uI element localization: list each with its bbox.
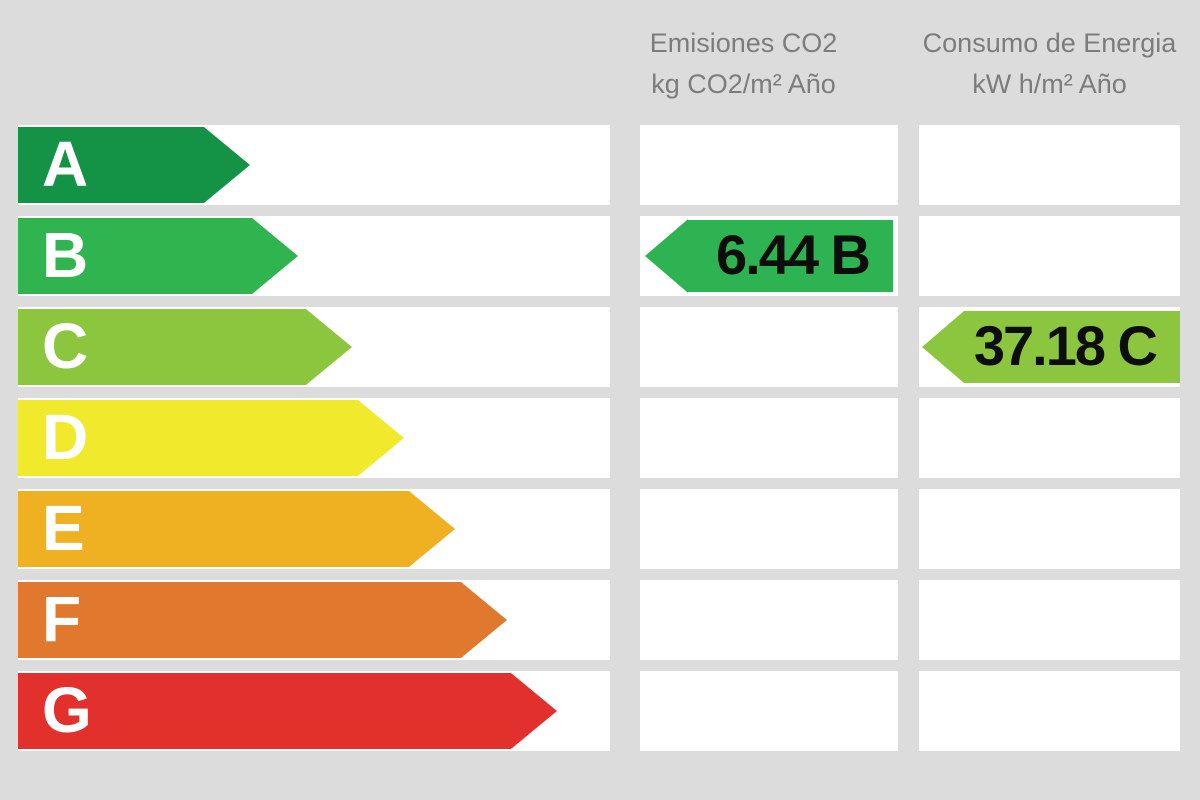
emissions-cell xyxy=(640,489,898,569)
consumption-cell xyxy=(919,489,1180,569)
emissions-cell xyxy=(640,307,898,387)
rating-letter: G xyxy=(42,674,92,746)
rating-row-g: G xyxy=(18,671,1182,751)
rating-row-b: B 6.44 B xyxy=(18,216,1182,296)
emissions-header-line2: kg CO2/m² Año xyxy=(651,69,836,99)
rating-letter: F xyxy=(42,583,82,655)
rating-bar-a: A xyxy=(18,127,250,203)
consumption-cell xyxy=(919,580,1180,660)
consumption-cell xyxy=(919,216,1180,296)
rating-row-a: A xyxy=(18,125,1182,205)
rating-bar-g: G xyxy=(18,673,557,749)
emissions-header-line1: Emisiones CO2 xyxy=(649,28,838,58)
emissions-cell xyxy=(640,125,898,205)
rating-row-d: D xyxy=(18,398,1182,478)
rating-letter: B xyxy=(42,219,89,291)
rating-letter: A xyxy=(42,128,89,200)
rating-letter: E xyxy=(42,492,85,564)
rating-bar-e: E xyxy=(18,491,455,567)
emissions-cell xyxy=(640,398,898,478)
emissions-column-header: Emisiones CO2 kg CO2/m² Año xyxy=(613,23,874,105)
value-text: 6.44 B xyxy=(716,223,871,286)
value-text: 37.18 C xyxy=(973,314,1158,377)
rating-row-f: F xyxy=(18,580,1182,660)
emissions-cell xyxy=(640,580,898,660)
consumption-value-arrow: 37.18 C xyxy=(922,311,1180,383)
consumption-cell xyxy=(919,671,1180,751)
consumption-column-header: Consumo de Energia kW h/m² Año xyxy=(919,23,1180,105)
rating-letter: D xyxy=(42,401,89,473)
rating-row-e: E xyxy=(18,489,1182,569)
energy-rating-board: Emisiones CO2 kg CO2/m² Año Consumo de E… xyxy=(18,28,1182,764)
emissions-value-arrow: 6.44 B xyxy=(645,220,893,292)
consumption-cell xyxy=(919,125,1180,205)
consumption-cell xyxy=(919,398,1180,478)
rating-bar-d: D xyxy=(18,400,404,476)
rating-bar-f: F xyxy=(18,582,507,658)
consumption-header-line1: Consumo de Energia xyxy=(922,28,1177,58)
consumption-header-line2: kW h/m² Año xyxy=(972,69,1127,99)
rating-bar-b: B xyxy=(18,218,298,294)
rating-letter: C xyxy=(42,310,89,382)
rating-row-c: C 37.18 C xyxy=(18,307,1182,387)
emissions-cell xyxy=(640,671,898,751)
rating-bar-c: C xyxy=(18,309,352,385)
